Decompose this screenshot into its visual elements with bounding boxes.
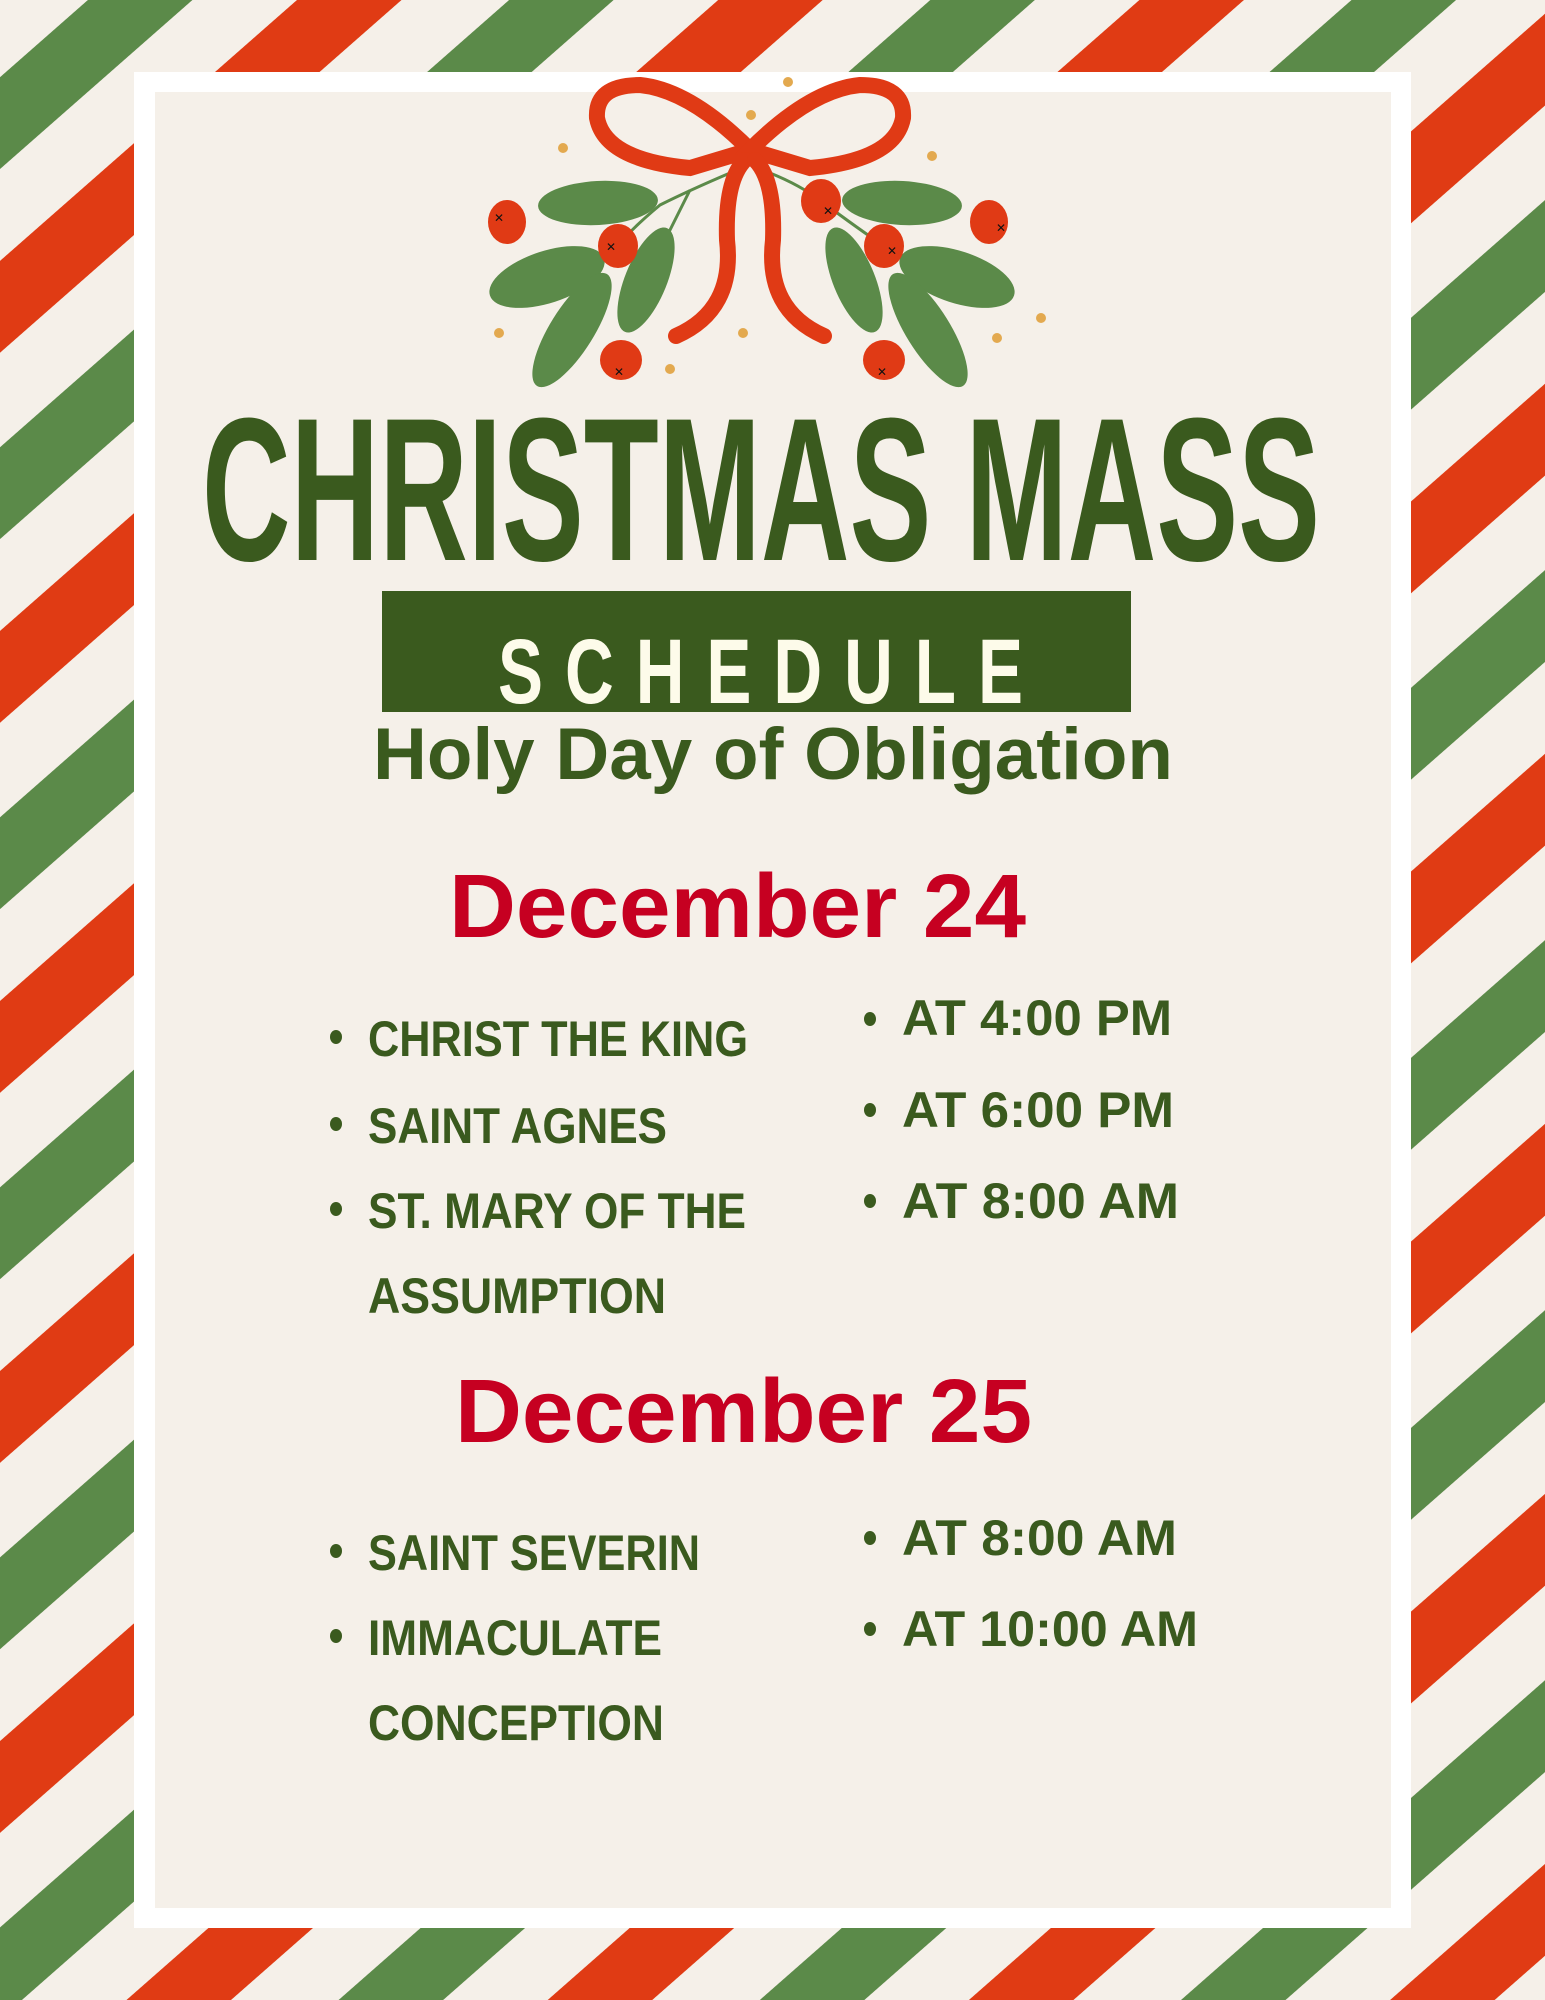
leaves xyxy=(489,180,1015,388)
berries xyxy=(488,179,1008,380)
svg-text:✕: ✕ xyxy=(877,365,887,379)
church-item: ST. MARY OF THE xyxy=(368,1183,746,1239)
time-item: AT 10:00 AM xyxy=(902,1601,1198,1657)
church-item: CHRIST THE KING xyxy=(368,1011,748,1067)
time-item: AT 8:00 AM xyxy=(902,1510,1177,1566)
time-item: AT 6:00 PM xyxy=(902,1082,1174,1138)
content-panel xyxy=(155,92,1391,1908)
bullet xyxy=(864,1194,876,1208)
church-item-continued: CONCEPTION xyxy=(368,1695,664,1751)
ribbon-bow xyxy=(588,76,912,344)
bullet xyxy=(330,1030,342,1044)
svg-text:✕: ✕ xyxy=(494,211,504,225)
time-item: AT 8:00 AM xyxy=(902,1173,1179,1229)
svg-text:✕: ✕ xyxy=(887,244,897,258)
church-item: IMMACULATE xyxy=(368,1610,662,1666)
bullet xyxy=(864,1622,876,1636)
bullet xyxy=(330,1629,342,1643)
church-item: SAINT AGNES xyxy=(368,1098,667,1154)
date-heading-dec25: December 25 xyxy=(455,1362,1032,1462)
schedule-banner-text: SCHEDULE xyxy=(498,621,1045,723)
bullet xyxy=(330,1117,342,1131)
church-item: SAINT SEVERIN xyxy=(368,1525,700,1581)
bullet xyxy=(864,1531,876,1545)
time-item: AT 4:00 PM xyxy=(902,990,1172,1046)
bullet xyxy=(330,1544,342,1558)
subtitle: Holy Day of Obligation xyxy=(373,714,1173,795)
bullet xyxy=(330,1202,342,1216)
bullet xyxy=(864,1012,876,1026)
svg-text:✕: ✕ xyxy=(823,204,833,218)
svg-text:✕: ✕ xyxy=(606,240,616,254)
page-title: CHRISTMAS MASS xyxy=(202,376,1320,604)
bullet xyxy=(864,1103,876,1117)
svg-text:✕: ✕ xyxy=(996,221,1006,235)
schedule-banner xyxy=(382,591,1131,712)
date-heading-dec24: December 24 xyxy=(449,857,1026,957)
svg-text:✕: ✕ xyxy=(614,365,624,379)
mistletoe-bow-icon: ✕ ✕ ✕ ✕ ✕ ✕ ✕ xyxy=(488,76,1046,388)
berry-marks: ✕ ✕ ✕ ✕ ✕ ✕ ✕ xyxy=(494,204,1006,379)
gold-dots xyxy=(494,77,1046,374)
church-item-continued: ASSUMPTION xyxy=(368,1268,666,1324)
